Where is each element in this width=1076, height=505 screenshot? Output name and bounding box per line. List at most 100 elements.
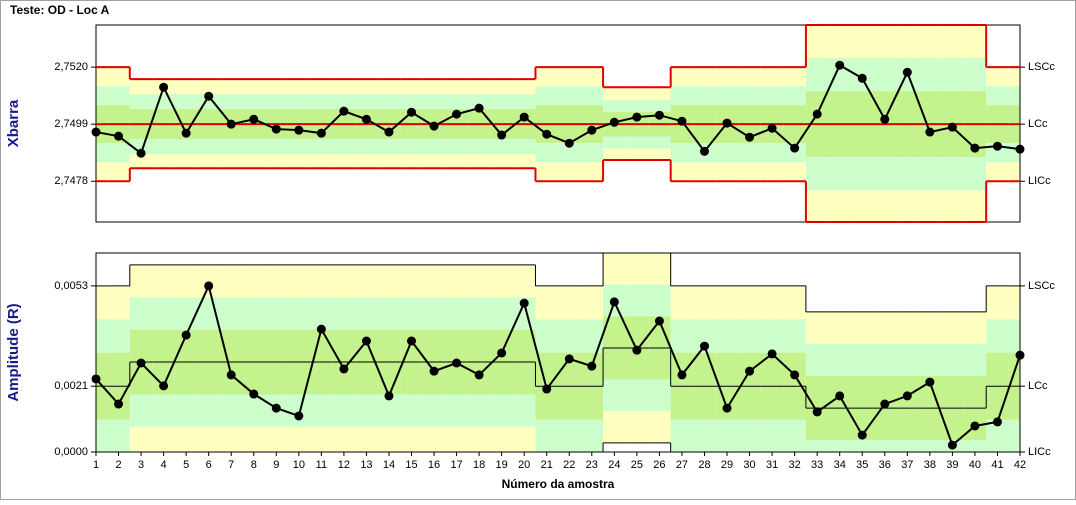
y-tick-label: 2,7499 [54,118,88,130]
control-zone [310,139,333,155]
control-zone [490,94,513,110]
limit-label: LSCc [1028,280,1055,292]
control-zone [107,86,130,106]
control-zone [219,297,243,330]
control-zone [963,440,987,452]
control-zone [760,143,784,163]
control-zone [1008,67,1020,87]
control-zone [467,154,491,169]
y-axis-label: Xbarra [5,99,22,147]
data-point [114,399,124,409]
control-zone [219,139,243,155]
data-point [632,345,642,355]
x-tick-label: 6 [206,459,212,471]
limit-label: LICc [1028,175,1051,187]
control-zone [896,25,919,59]
control-zone [174,394,198,427]
x-tick-label: 10 [293,459,305,471]
data-point [699,341,709,351]
limit-label: LCc [1028,380,1048,392]
control-zone [152,426,175,452]
control-zone [96,67,108,87]
control-zone [490,264,513,298]
control-zone [242,154,266,169]
control-zone [96,285,108,320]
data-point [564,138,574,148]
control-zone [896,190,919,222]
control-zone [850,190,874,222]
control-zone [873,25,897,59]
control-zone [625,379,649,412]
y-tick-label: 2,7478 [54,175,88,187]
control-zone [219,154,243,169]
control-zone [107,285,130,320]
control-zone [512,94,536,110]
control-zone [715,86,739,106]
control-zone [445,154,468,169]
control-zone [310,154,333,169]
data-point [474,370,484,380]
data-point [249,114,259,124]
data-point [835,60,845,70]
control-zone [603,411,626,443]
control-zone [783,86,806,106]
control-zone [850,440,874,452]
data-series [91,281,1025,450]
control-zone [715,67,739,87]
control-zone [693,319,716,353]
control-zone [310,264,333,298]
data-point [204,91,214,101]
control-zone [1008,86,1020,106]
x-tick-label: 3 [138,459,144,471]
x-tick-label: 4 [161,459,167,471]
control-zone [986,143,1009,163]
control-zone [941,311,964,344]
control-zone [941,58,964,92]
x-tick-label: 16 [428,459,440,471]
data-point [249,389,259,399]
control-zone [422,94,446,110]
control-zone [400,264,423,298]
data-point [902,67,912,77]
control-zone [670,86,694,106]
control-zone [197,139,220,155]
data-point [519,298,529,308]
x-tick-label: 7 [228,459,234,471]
control-zone [265,79,288,95]
y-tick-label: 0,0000 [54,446,88,458]
data-point [361,336,371,346]
control-zone [265,426,288,452]
data-point [294,411,304,421]
data-point [339,106,349,116]
y-axis-label: Amplitude (R) [5,303,22,401]
x-tick-label: 40 [969,459,981,471]
data-point [136,148,146,158]
control-zone [670,285,694,320]
control-zone [558,162,581,182]
control-zone [242,139,266,155]
control-zone [850,311,874,344]
y-tick-label: 0,0053 [54,280,88,292]
x-tick-label: 22 [563,459,575,471]
control-zone [558,67,581,87]
data-point [226,370,236,380]
data-point [812,109,822,119]
control-zone [625,87,649,100]
control-zone [873,157,897,191]
control-zone [422,394,446,427]
control-zone [265,297,288,330]
control-zone [129,79,153,95]
control-zone [467,79,491,95]
control-zone [535,86,558,106]
data-point [91,374,101,384]
data-point [992,417,1002,427]
control-zone [760,419,784,452]
control-zone [918,58,942,92]
control-zone [805,190,829,222]
control-zone [445,297,468,330]
x-tick-label: 2 [115,459,121,471]
data-point [452,109,462,119]
control-zone [377,79,401,95]
control-zone [760,319,784,353]
control-zone [422,264,446,298]
